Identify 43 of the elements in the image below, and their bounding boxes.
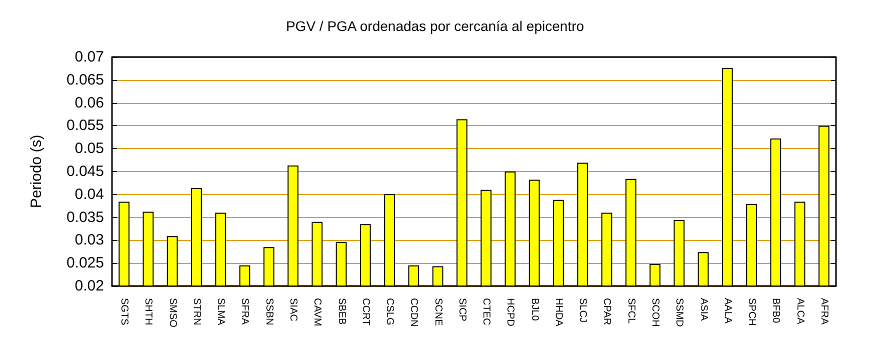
x-tick-label: SICP: [456, 298, 468, 322]
x-tick-label: SLCJ: [577, 298, 588, 322]
x-tick-label: SLMA: [215, 298, 226, 326]
x-tick-label: SHTH: [142, 298, 154, 326]
x-tick-label: SCNE: [432, 298, 444, 326]
x-tick-label: HHDA: [552, 298, 564, 327]
y-axis-title: Periodo (s): [28, 134, 45, 208]
y-tick-label: 0.06: [74, 94, 104, 112]
y-tick-label: 0.03: [74, 232, 104, 249]
x-tick-label: SIAC: [288, 298, 298, 322]
x-tick-label: SSBN: [263, 298, 274, 326]
x-tick-label: CCDN: [408, 298, 420, 327]
x-tick-label: HCPD: [504, 298, 516, 326]
chart-title: PGV / PGA ordenadas por cercanía al epicentro: [286, 18, 584, 34]
x-tick-label: ASIA: [698, 298, 709, 322]
y-tick-label: 0.04: [74, 186, 104, 203]
y-tick-label: 0.02: [74, 278, 104, 294]
x-tick-label: CTEC: [480, 298, 492, 326]
x-tick-label: BFB0: [770, 298, 782, 324]
y-tick-label: 0.05: [74, 140, 104, 158]
x-tick-label: SFCL: [625, 298, 636, 324]
y-tick-label: 0.045: [66, 163, 104, 180]
x-tick-label: BJL0: [528, 298, 540, 322]
x-tick-label: SSMD: [674, 298, 685, 327]
x-tick-label: SBEB: [336, 298, 347, 326]
x-tick-label: AALA: [722, 298, 733, 324]
y-tick-label: 0.065: [66, 71, 104, 88]
x-tick-label: SGTS: [118, 298, 130, 326]
x-tick-label: CAVM: [312, 298, 323, 326]
x-tick-label: AFRA: [818, 298, 830, 325]
y-tick-label: 0.025: [66, 254, 104, 272]
x-tick-label: STRN: [190, 298, 202, 326]
x-tick-label: CPAR: [601, 298, 612, 326]
x-tick-label: SPCH: [746, 298, 758, 326]
y-tick-label: 0.035: [66, 208, 104, 226]
y-tick-label: 0.055: [66, 117, 104, 134]
x-tick-label: ALCA: [794, 298, 806, 324]
x-tick-label: CCRT: [360, 298, 371, 326]
y-tick-label: 0.07: [74, 48, 104, 66]
x-tick-label: SFRA: [239, 298, 250, 325]
x-tick-label: SMSO: [166, 298, 178, 328]
x-tick-label: CSLG: [384, 298, 396, 326]
x-tick-label: SCOH: [650, 298, 660, 327]
